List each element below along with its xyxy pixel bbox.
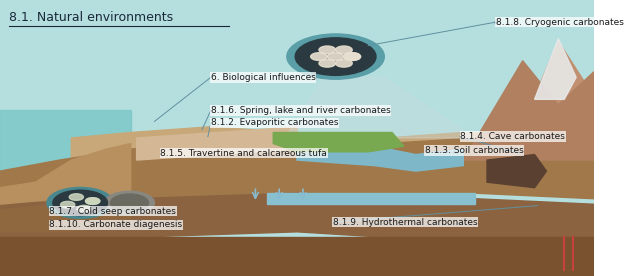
Circle shape — [319, 46, 335, 54]
Circle shape — [86, 198, 100, 204]
Polygon shape — [0, 237, 594, 276]
Text: 8.1.9. Hydrothermal carbonates: 8.1.9. Hydrothermal carbonates — [333, 218, 477, 227]
Polygon shape — [463, 61, 594, 160]
Text: 8.1.5. Travertine and calcareous tufa: 8.1.5. Travertine and calcareous tufa — [161, 149, 327, 158]
Circle shape — [335, 46, 352, 54]
Text: 8.1.2. Evaporitic carbonates: 8.1.2. Evaporitic carbonates — [211, 118, 339, 127]
Text: 8.1. Natural environments: 8.1. Natural environments — [9, 11, 173, 24]
Polygon shape — [0, 199, 131, 232]
Circle shape — [310, 53, 327, 60]
Polygon shape — [285, 77, 475, 138]
Circle shape — [111, 194, 148, 212]
Circle shape — [327, 53, 344, 60]
Circle shape — [287, 34, 384, 79]
Circle shape — [61, 201, 75, 208]
Polygon shape — [268, 193, 475, 204]
Text: 6. Biological influences: 6. Biological influences — [211, 73, 316, 82]
Polygon shape — [0, 193, 107, 276]
Text: 8.1.7. Cold seep carbonates: 8.1.7. Cold seep carbonates — [49, 207, 176, 216]
Polygon shape — [71, 127, 594, 177]
Polygon shape — [297, 144, 463, 171]
Polygon shape — [511, 41, 594, 152]
Text: 8.1.10. Carbonate diagenesis: 8.1.10. Carbonate diagenesis — [49, 221, 182, 229]
Circle shape — [295, 38, 376, 75]
Circle shape — [86, 198, 100, 204]
Polygon shape — [534, 39, 576, 99]
Circle shape — [104, 191, 154, 214]
Circle shape — [335, 59, 352, 67]
Polygon shape — [0, 110, 131, 199]
Circle shape — [77, 205, 91, 212]
Text: 8.1.6. Spring, lake and river carbonates: 8.1.6. Spring, lake and river carbonates — [211, 106, 390, 115]
Circle shape — [319, 59, 335, 67]
Polygon shape — [0, 144, 131, 204]
Text: 8.1.8. Cryogenic carbonates: 8.1.8. Cryogenic carbonates — [496, 18, 624, 26]
Polygon shape — [0, 138, 594, 210]
Circle shape — [344, 53, 360, 60]
Circle shape — [47, 187, 113, 218]
Polygon shape — [273, 132, 404, 152]
Polygon shape — [0, 193, 594, 237]
Text: 8.1.4. Cave carbonates: 8.1.4. Cave carbonates — [460, 132, 565, 141]
Circle shape — [69, 194, 83, 200]
Circle shape — [53, 190, 108, 216]
Text: 8.1.3. Soil carbonates: 8.1.3. Soil carbonates — [425, 146, 524, 155]
Circle shape — [344, 53, 360, 60]
Polygon shape — [487, 155, 547, 188]
Polygon shape — [136, 127, 297, 160]
